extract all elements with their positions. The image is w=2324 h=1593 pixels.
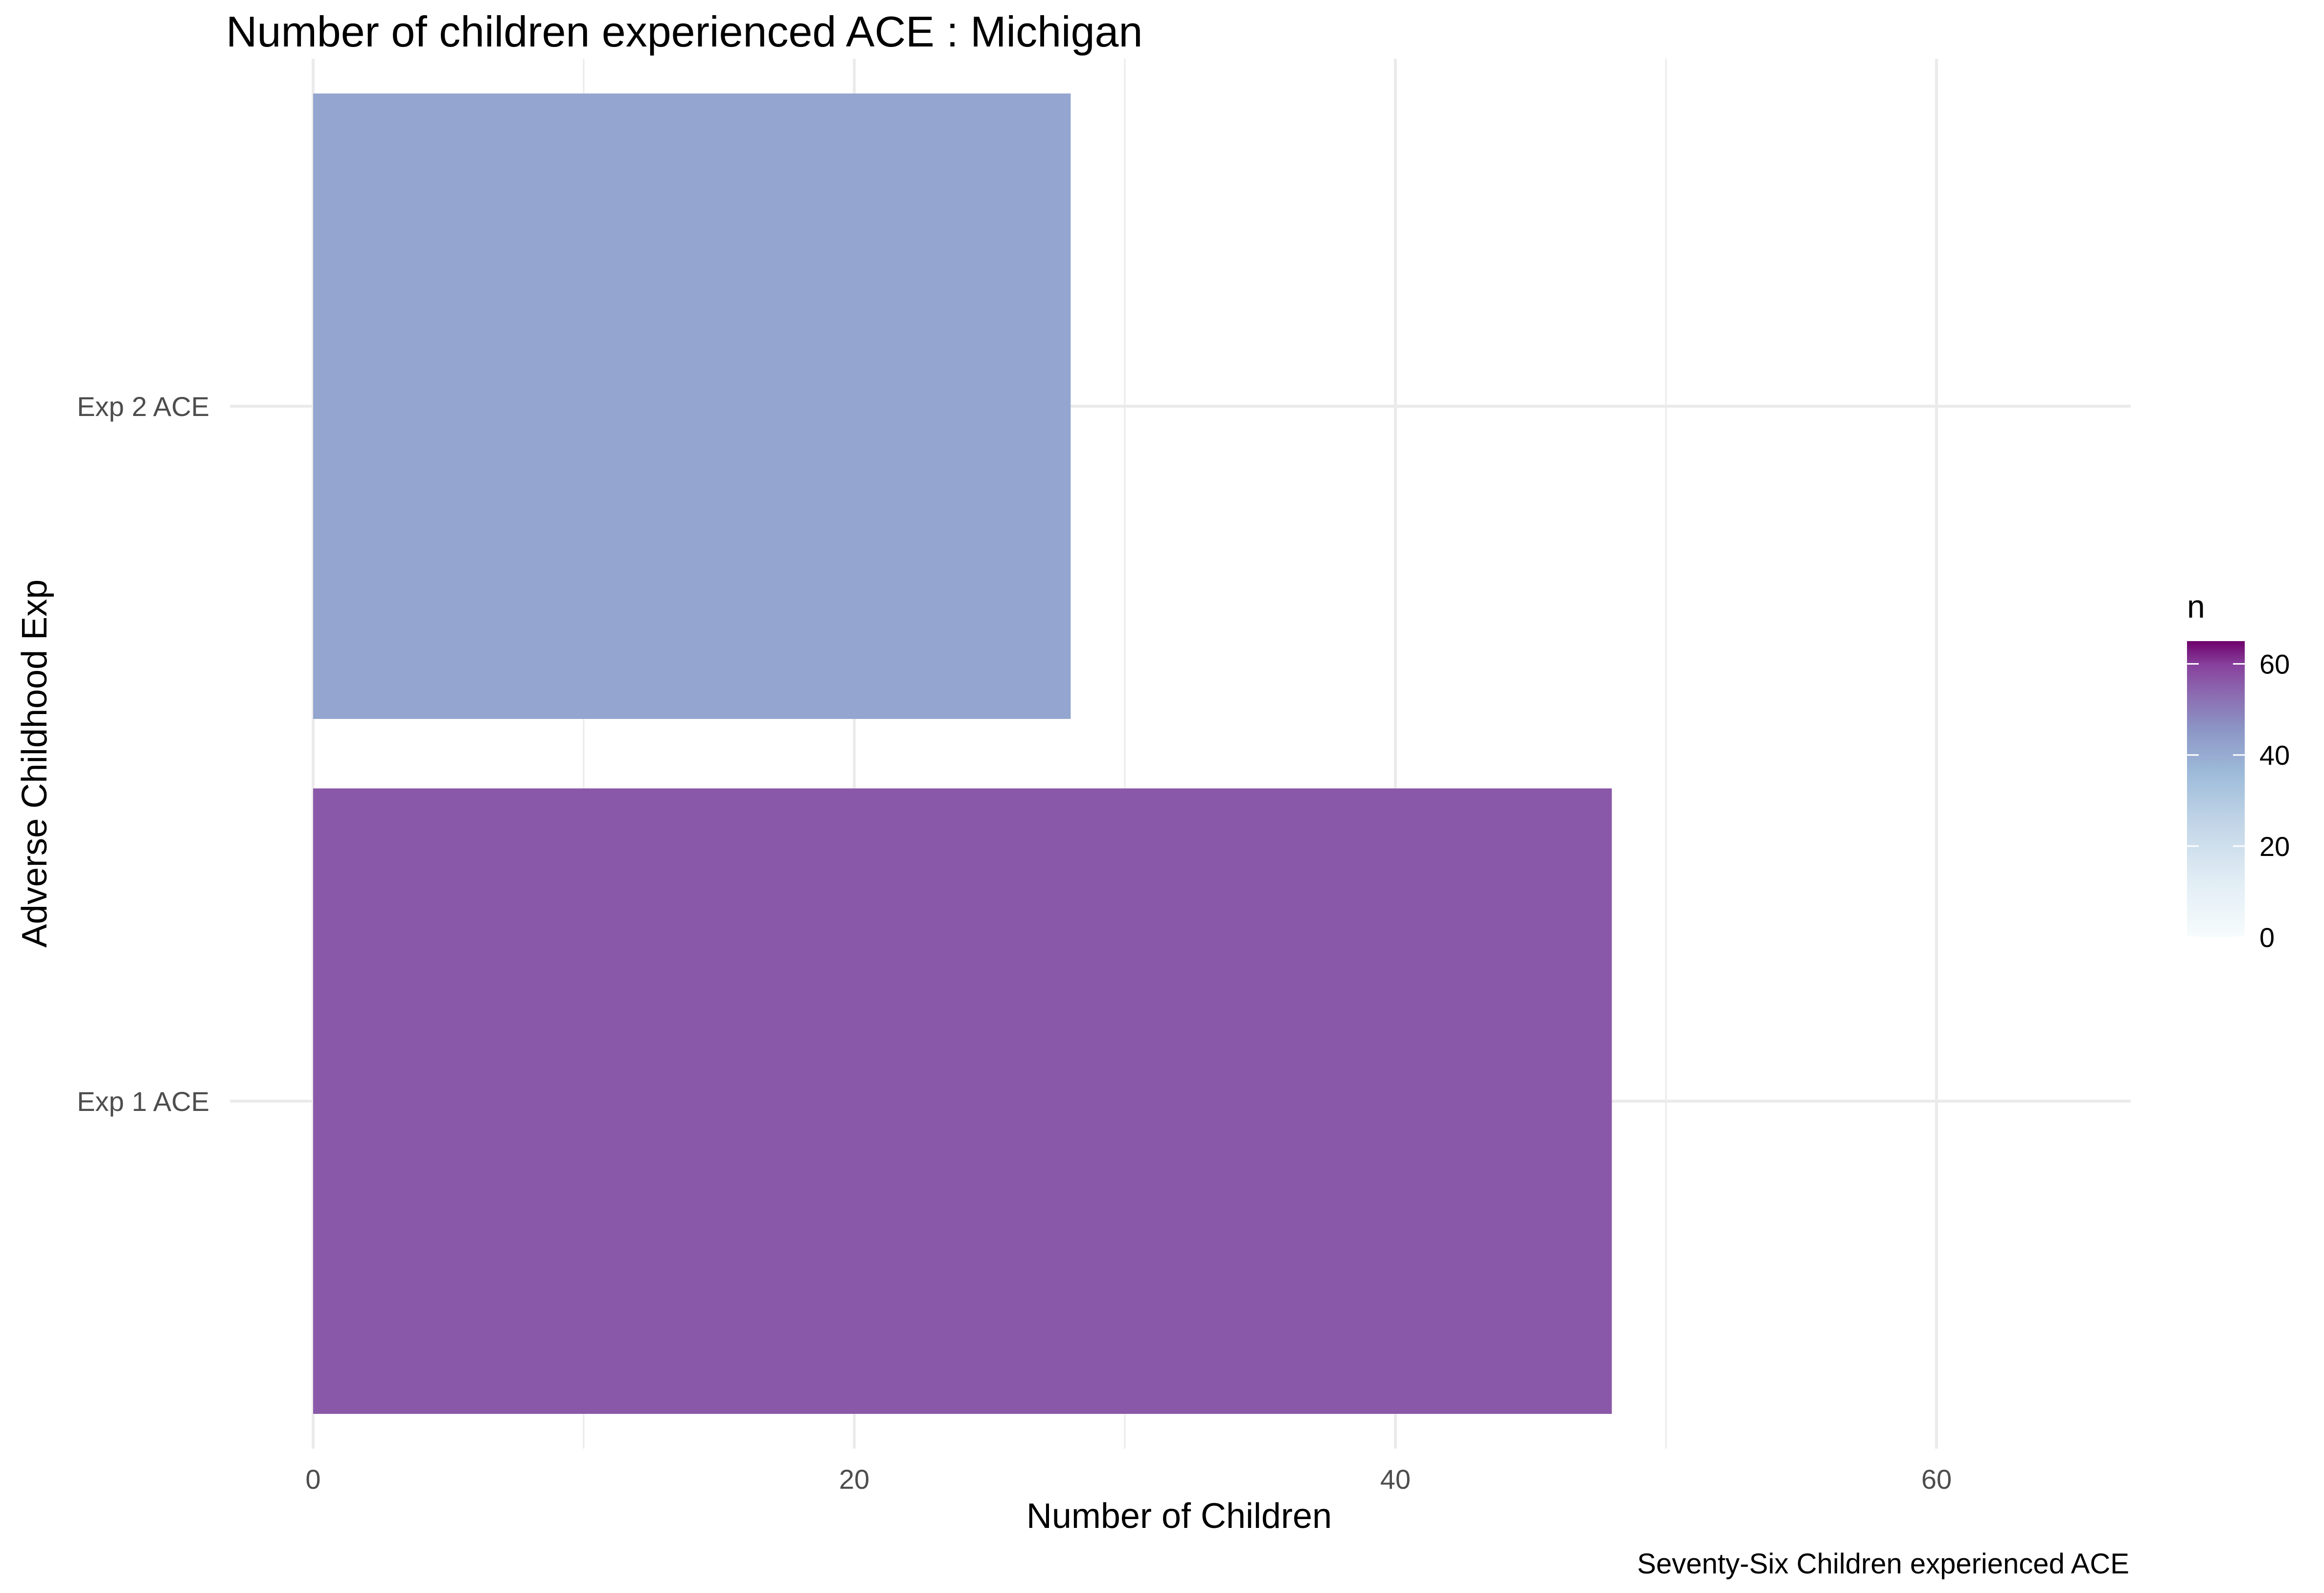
colorbar-legend: n 0 20 40 60: [2187, 588, 2290, 953]
y-axis-label: Adverse Childhood Exp: [15, 579, 54, 947]
colorbar-tick-label: 60: [2259, 649, 2290, 680]
legend-title: n: [2187, 588, 2205, 624]
x-tick-label: 40: [1380, 1464, 1411, 1495]
x-tick-label: 20: [839, 1464, 869, 1495]
colorbar-tick-label: 0: [2259, 922, 2275, 953]
bar-layer: [313, 93, 1612, 1414]
chart-title: Number of children experienced ACE : Mic…: [226, 7, 1142, 56]
x-axis-label: Number of Children: [1026, 1497, 1332, 1536]
x-tick-label: 0: [305, 1464, 320, 1495]
y-tick-label: Exp 1 ACE: [77, 1086, 209, 1117]
colorbar: [2187, 641, 2245, 937]
colorbar-tick-label: 20: [2259, 831, 2290, 862]
y-tick-label: Exp 2 ACE: [77, 391, 209, 422]
colorbar-ticks: 0 20 40 60: [2187, 649, 2290, 953]
colorbar-tick-label: 40: [2259, 740, 2290, 771]
x-tick-label: 60: [1921, 1464, 1952, 1495]
chart-caption: Seventy-Six Children experienced ACE: [1637, 1548, 2129, 1580]
axis-layer: 0 20 40 60 Exp 1 ACE Exp 2 ACE: [77, 391, 1952, 1495]
bar: [313, 788, 1612, 1414]
bar: [313, 93, 1071, 719]
